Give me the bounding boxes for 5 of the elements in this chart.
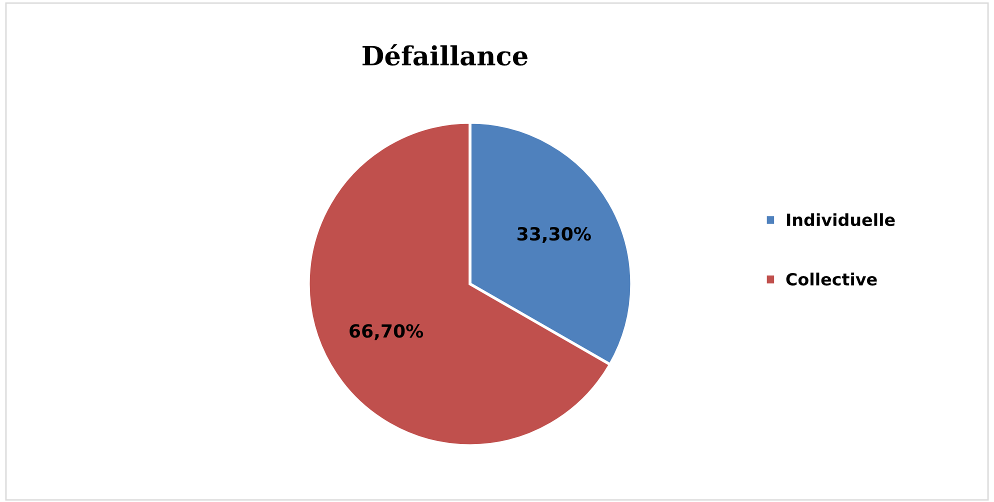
data-label: 66,70% bbox=[350, 324, 424, 340]
chart-title: Défaillance bbox=[362, 44, 528, 66]
legend-label: Individuelle bbox=[787, 213, 895, 226]
data-label: 33,30% bbox=[518, 227, 591, 243]
legend-label: Collective bbox=[786, 272, 877, 286]
